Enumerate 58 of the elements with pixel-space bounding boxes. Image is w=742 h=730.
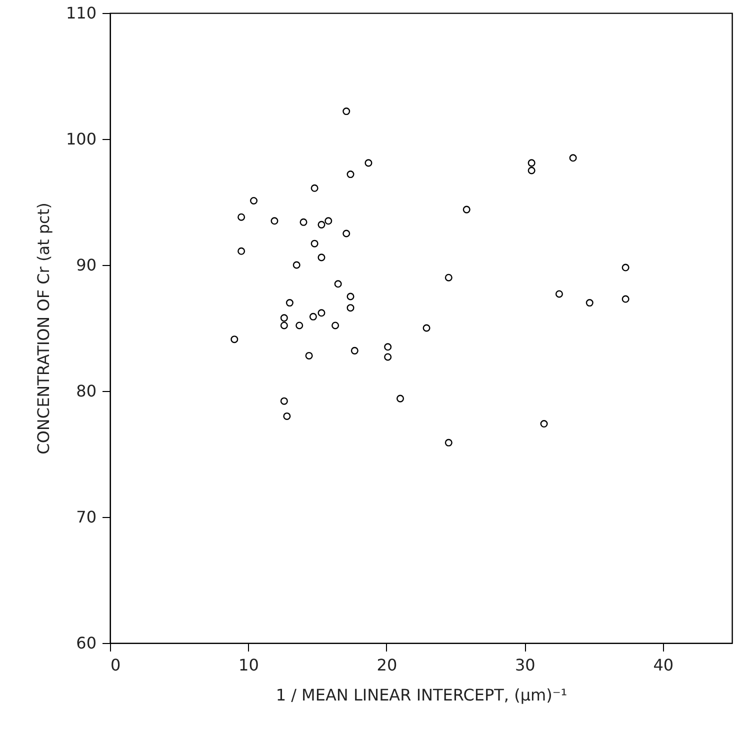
x-tick-label: 10 (238, 656, 259, 674)
x-tick-label: 30 (514, 656, 536, 674)
x-axis-title: 1 / MEAN LINEAR INTERCEPT, (μm)⁻¹ (276, 686, 568, 704)
point (318, 309, 326, 317)
point (300, 218, 308, 226)
point (444, 274, 452, 282)
point (318, 220, 326, 228)
point (310, 240, 318, 248)
point (318, 254, 326, 262)
point (622, 264, 630, 272)
point (346, 292, 354, 300)
y-tick-label: 60 (76, 634, 96, 652)
point (270, 217, 278, 225)
y-axis-title: CONCENTRATION OF Cr (at pct) (34, 202, 53, 454)
point (309, 312, 317, 320)
point (384, 353, 392, 361)
y-tick-label: 100 (66, 130, 96, 148)
point (280, 322, 288, 330)
point (540, 420, 548, 428)
point (305, 352, 313, 360)
point (444, 438, 452, 446)
point (250, 196, 258, 204)
point (292, 261, 300, 269)
point (462, 206, 470, 214)
x-tick-label: 0 (110, 656, 121, 674)
point (586, 299, 594, 307)
point (528, 159, 536, 167)
point (238, 247, 246, 255)
point (528, 166, 536, 174)
point (350, 346, 358, 354)
y-tick-label: 70 (76, 508, 96, 526)
point (364, 159, 372, 167)
point (332, 322, 340, 330)
point (310, 184, 318, 192)
point (238, 213, 246, 221)
point (622, 295, 630, 303)
point (286, 299, 294, 307)
point (569, 154, 577, 162)
point (324, 217, 332, 225)
x-tick-label: 20 (376, 656, 398, 674)
y-tick-label: 80 (76, 382, 96, 400)
x-tick-label: 40 (653, 656, 674, 674)
point (334, 280, 342, 288)
point (342, 108, 350, 116)
point (346, 170, 354, 178)
y-tick-label: 90 (76, 256, 96, 274)
point (230, 336, 238, 344)
point (555, 290, 563, 298)
y-tick-label: 110 (66, 4, 96, 22)
point (384, 343, 392, 351)
point (296, 322, 304, 330)
point (280, 397, 288, 405)
point (422, 324, 430, 332)
point (346, 304, 354, 312)
point (280, 314, 288, 322)
point (283, 412, 291, 420)
point (342, 230, 350, 238)
point (396, 394, 404, 402)
